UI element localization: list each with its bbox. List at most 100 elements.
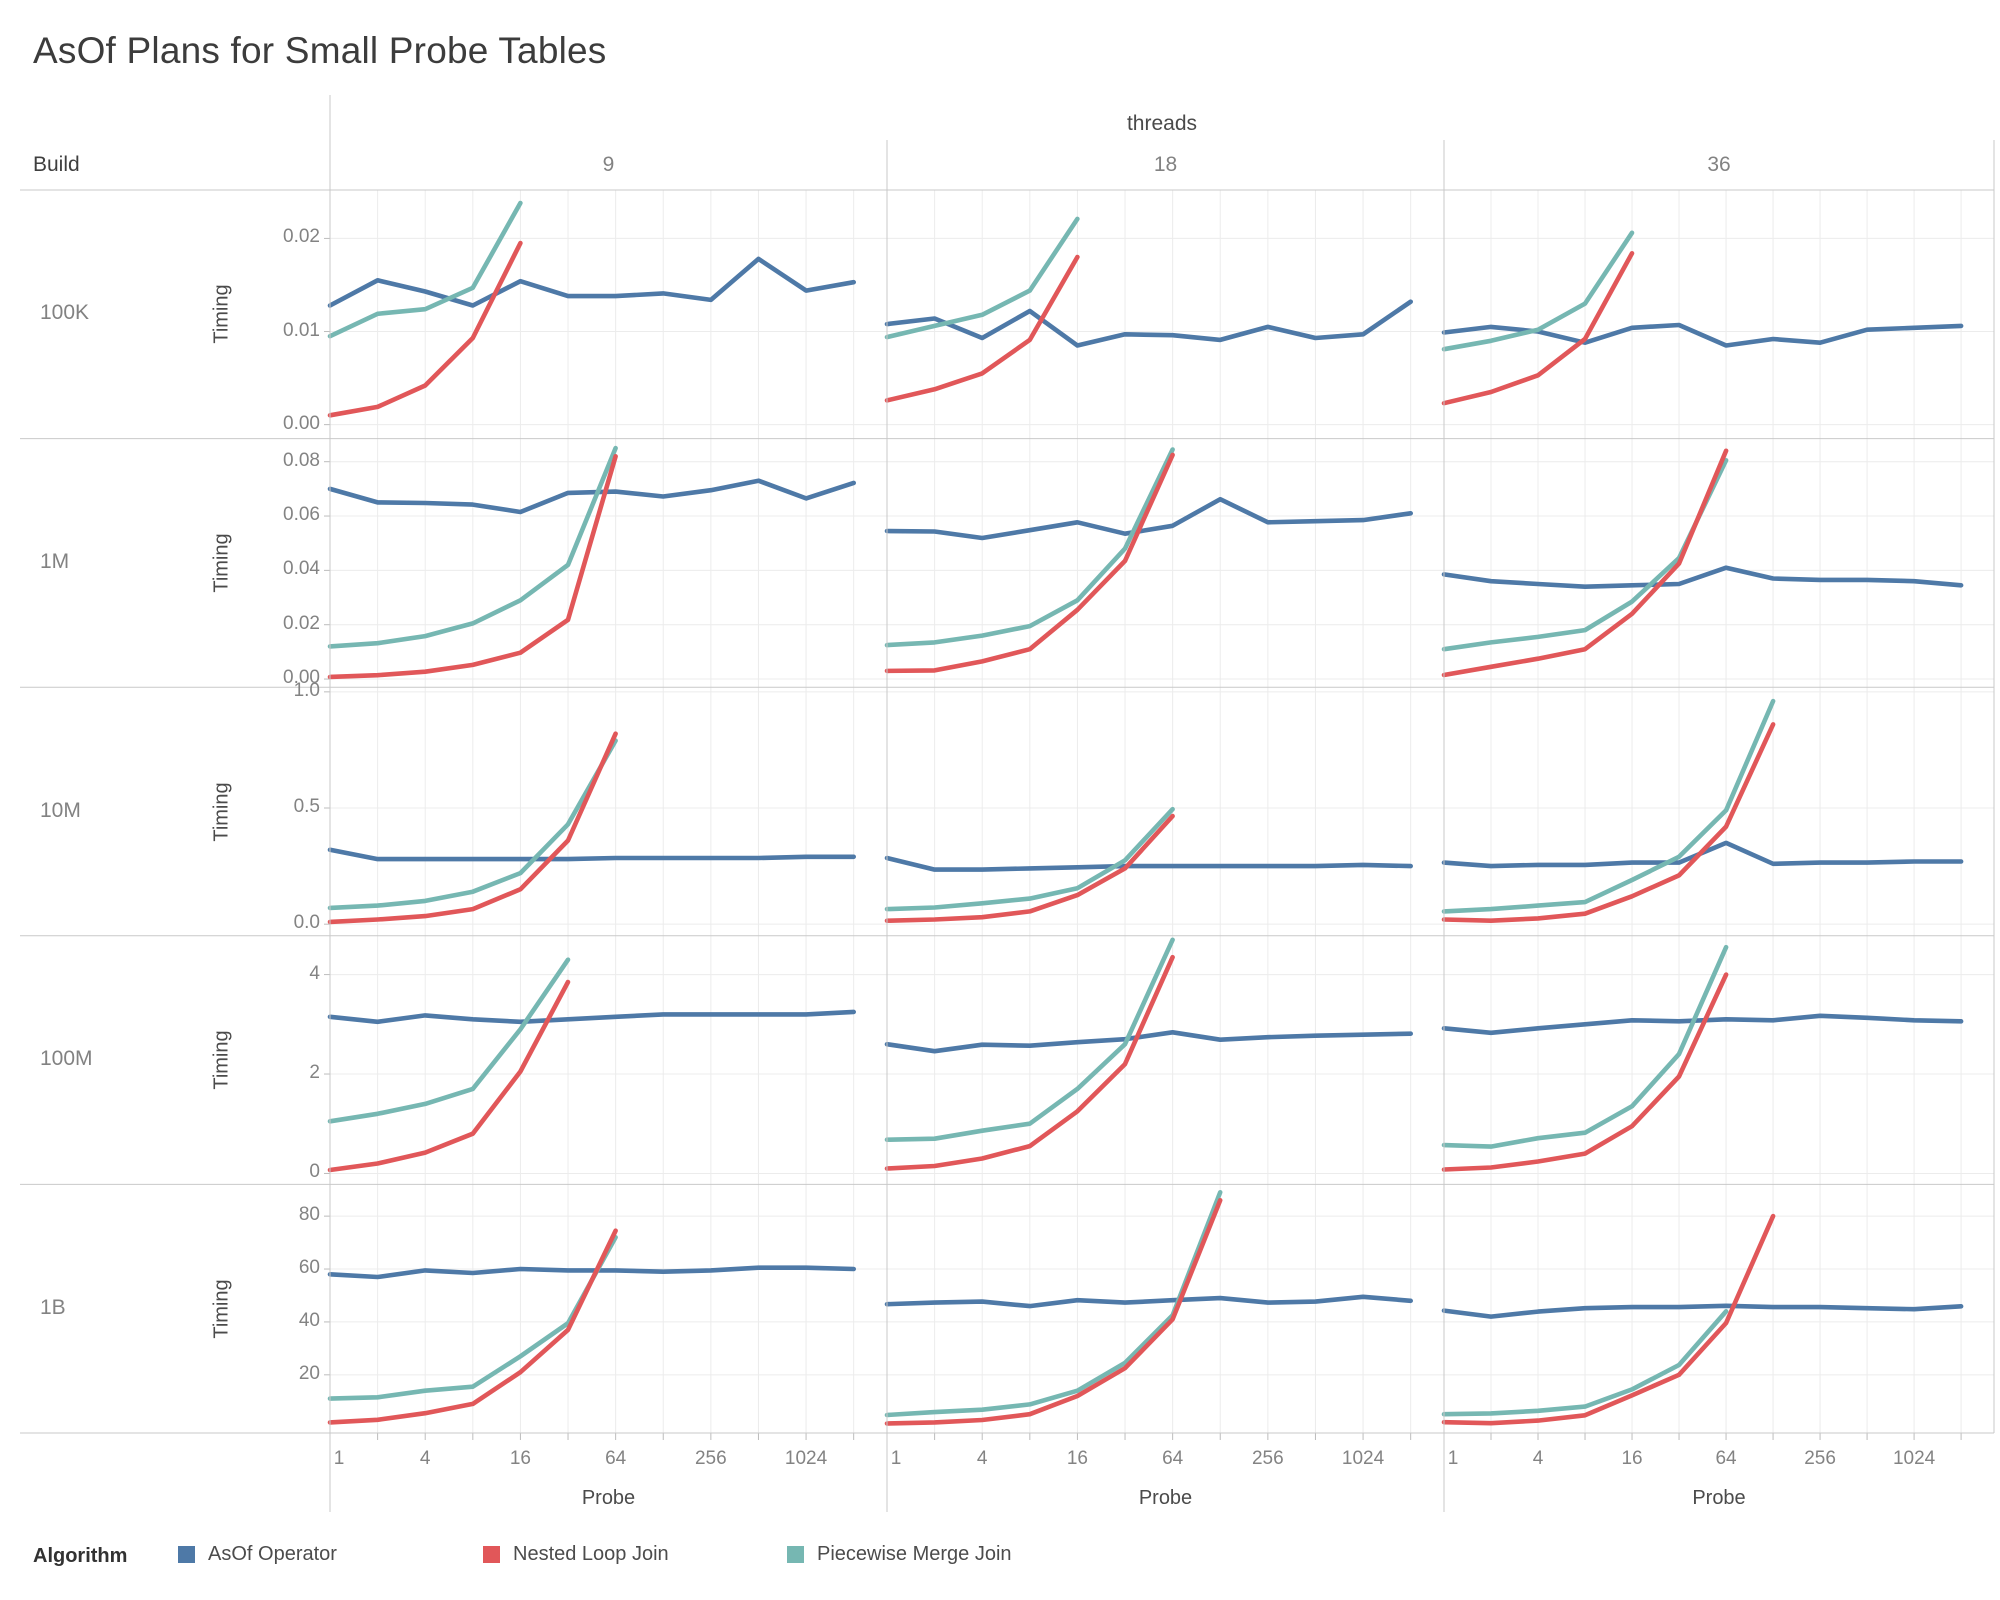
line-pmj-100K-36threads[interactable]	[1441, 230, 1635, 352]
legend-label: Nested Loop Join	[513, 1542, 669, 1565]
line-nlj-10M-9threads[interactable]	[327, 731, 618, 925]
line-asof-100K-9threads[interactable]	[327, 256, 857, 308]
line-asof-100M-9threads[interactable]	[327, 1009, 857, 1025]
x-tick-label: 256	[1251, 1448, 1284, 1469]
y-tick-label: 40	[298, 1309, 320, 1331]
y-axis-title: Timing	[210, 1030, 233, 1090]
y-tick-label: 0.04	[283, 558, 320, 580]
line-asof-10M-9threads[interactable]	[327, 847, 857, 862]
y-tick-label: 4	[309, 962, 320, 984]
y-tick-label: 0.00	[283, 667, 320, 689]
x-tick-label: 1	[1447, 1448, 1459, 1469]
line-asof-1M-18threads[interactable]	[884, 496, 1413, 541]
x-tick-label: 16	[509, 1448, 531, 1469]
y-tick-label: 0.08	[283, 449, 320, 471]
facet-column-value: 36	[1707, 153, 1731, 176]
x-tick-label: 4	[419, 1448, 431, 1469]
line-pmj-1B-36threads[interactable]	[1441, 1309, 1729, 1417]
line-pmj-1B-9threads[interactable]	[327, 1235, 618, 1401]
facet-row-value: 1M	[40, 549, 70, 573]
x-tick-label: 64	[605, 1448, 627, 1469]
line-pmj-100M-9threads[interactable]	[327, 957, 571, 1124]
line-nlj-1B-9threads[interactable]	[327, 1228, 618, 1425]
x-axis-title: Probe	[1138, 1487, 1193, 1509]
x-tick-label: 256	[1804, 1448, 1836, 1469]
line-pmj-10M-18threads[interactable]	[884, 806, 1175, 912]
line-asof-1B-9threads[interactable]	[327, 1265, 857, 1280]
legend-label: AsOf Operator	[208, 1542, 337, 1565]
legend-swatch-nested-loop-join	[483, 1545, 500, 1563]
line-nlj-100M-36threads[interactable]	[1441, 972, 1729, 1172]
y-tick-label: 20	[298, 1362, 320, 1384]
legend-item-asof-operator[interactable]: AsOf Operator	[178, 1541, 337, 1567]
line-asof-10M-18threads[interactable]	[884, 855, 1413, 872]
line-asof-100M-18threads[interactable]	[884, 1030, 1413, 1054]
line-asof-1B-18threads[interactable]	[884, 1294, 1413, 1309]
line-asof-1M-36threads[interactable]	[1441, 565, 1964, 590]
line-pmj-100K-9threads[interactable]	[327, 200, 523, 339]
y-tick-label: 2	[309, 1062, 320, 1084]
line-pmj-10M-9threads[interactable]	[327, 738, 618, 911]
x-tick-label: 1	[333, 1448, 345, 1469]
x-axis-title: Probe	[1692, 1487, 1746, 1509]
facet-column-value: 9	[602, 153, 615, 176]
x-tick-label: 16	[1621, 1448, 1643, 1469]
line-asof-1B-36threads[interactable]	[1441, 1303, 1964, 1319]
y-tick-label: 60	[298, 1257, 320, 1279]
y-tick-label: 0.02	[283, 226, 320, 248]
x-tick-label: 1024	[784, 1448, 828, 1469]
facet-row-value: 10M	[40, 798, 81, 822]
line-asof-1M-9threads[interactable]	[327, 478, 857, 515]
legend-label: Piecewise Merge Join	[817, 1542, 1012, 1565]
facet-row-axis-title: Build	[33, 153, 80, 176]
line-nlj-100K-36threads[interactable]	[1441, 251, 1635, 406]
y-tick-label: 0.0	[293, 912, 320, 934]
line-pmj-1B-18threads[interactable]	[884, 1190, 1223, 1418]
facet-row-value: 100K	[40, 301, 90, 325]
line-nlj-1M-9threads[interactable]	[327, 453, 618, 680]
line-pmj-100M-18threads[interactable]	[884, 937, 1175, 1142]
line-pmj-100K-18threads[interactable]	[884, 216, 1080, 340]
y-axis-title: Timing	[210, 533, 233, 593]
line-nlj-1B-18threads[interactable]	[884, 1198, 1223, 1426]
x-tick-label: 4	[1532, 1448, 1544, 1469]
line-pmj-1M-18threads[interactable]	[884, 447, 1175, 648]
x-tick-label: 64	[1162, 1448, 1184, 1469]
legend-item-piecewise-merge-join[interactable]: Piecewise Merge Join	[787, 1541, 1012, 1567]
line-nlj-100M-18threads[interactable]	[884, 954, 1175, 1171]
line-nlj-10M-18threads[interactable]	[884, 813, 1175, 924]
facet-row-value: 100M	[40, 1047, 93, 1071]
y-axis-title: Timing	[210, 1279, 233, 1339]
line-asof-100K-18threads[interactable]	[884, 299, 1413, 348]
x-tick-label: 16	[1066, 1448, 1088, 1469]
line-pmj-1M-9threads[interactable]	[327, 445, 618, 649]
line-nlj-100K-9threads[interactable]	[327, 240, 523, 418]
legend-swatch-asof-operator	[178, 1545, 195, 1563]
line-nlj-1M-36threads[interactable]	[1441, 448, 1729, 678]
line-nlj-10M-36threads[interactable]	[1441, 722, 1776, 924]
x-tick-label: 4	[976, 1448, 988, 1469]
facet-column-axis-title: threads	[1126, 112, 1198, 135]
facet-column-value: 18	[1153, 153, 1178, 176]
x-tick-label: 1024	[1341, 1448, 1385, 1469]
line-nlj-100K-18threads[interactable]	[884, 254, 1080, 403]
x-axis-title: Probe	[581, 1487, 636, 1509]
y-tick-label: 0.01	[283, 319, 320, 341]
line-asof-10M-36threads[interactable]	[1441, 840, 1964, 869]
legend-item-nested-loop-join[interactable]: Nested Loop Join	[483, 1541, 669, 1567]
y-tick-label: 0.5	[293, 796, 320, 817]
line-pmj-10M-36threads[interactable]	[1441, 698, 1776, 914]
y-tick-label: 0.02	[283, 612, 320, 634]
x-tick-label: 1	[890, 1448, 902, 1469]
y-tick-label: 0	[309, 1161, 320, 1183]
y-tick-label: 80	[298, 1204, 320, 1226]
line-pmj-100M-36threads[interactable]	[1441, 944, 1729, 1149]
y-axis-title: Timing	[210, 781, 233, 842]
legend-title: Algorithm	[33, 1545, 128, 1567]
line-nlj-1B-36threads[interactable]	[1441, 1213, 1776, 1426]
line-nlj-1M-18threads[interactable]	[884, 452, 1175, 674]
y-axis-title: Timing	[210, 284, 233, 344]
line-nlj-100M-9threads[interactable]	[327, 979, 571, 1173]
facet-row-value: 1B	[40, 1295, 66, 1319]
